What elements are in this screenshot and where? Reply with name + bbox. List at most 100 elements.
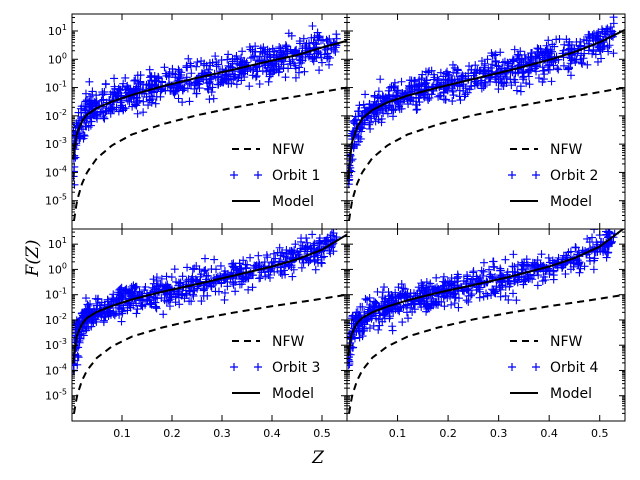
- orbit-point: [385, 83, 394, 92]
- orbit-point: [189, 286, 198, 295]
- orbit-point: [233, 266, 242, 275]
- orbit-point: [580, 262, 589, 271]
- orbit-point: [549, 275, 558, 284]
- x-tick-label: 0.2: [163, 427, 181, 440]
- orbit-point: [288, 272, 297, 281]
- orbit-point: [596, 32, 605, 41]
- legend-orbit-label: Orbit 2: [550, 168, 598, 184]
- orbit-point: [452, 69, 461, 78]
- x-tick-label: 0.1: [113, 427, 131, 440]
- orbit-point: [385, 312, 394, 321]
- orbit-point: [545, 60, 554, 69]
- orbit-point: [145, 96, 154, 105]
- orbit-point: [152, 273, 161, 282]
- model-curve: [347, 229, 625, 356]
- orbit-point: [560, 40, 569, 49]
- orbit-point: [409, 289, 418, 298]
- orbit-point: [125, 97, 134, 106]
- orbit-point: [544, 253, 553, 262]
- orbit-point: [223, 282, 232, 291]
- orbit-point: [546, 258, 555, 267]
- orbit-point: [100, 87, 109, 96]
- orbit-point: [207, 282, 216, 291]
- orbit-point: [406, 303, 415, 312]
- orbit-point: [97, 96, 106, 105]
- legend-orbit-label: Orbit 4: [550, 360, 598, 376]
- orbit-point: [159, 310, 168, 319]
- orbit-point: [315, 32, 324, 41]
- y-tick-label: 10-3: [45, 337, 67, 352]
- orbit-point: [139, 108, 148, 117]
- orbit-point: [192, 78, 201, 87]
- orbit-point: [113, 91, 122, 100]
- orbit-point: [477, 84, 486, 93]
- orbit-point: [325, 60, 334, 69]
- orbit-point: [506, 279, 515, 288]
- orbit-point: [349, 343, 358, 352]
- orbit-point: [72, 153, 80, 162]
- orbit-point: [312, 53, 321, 62]
- orbit-point: [238, 47, 247, 56]
- orbit-point: [593, 57, 602, 66]
- orbit-point: [87, 117, 96, 126]
- orbit-point: [453, 272, 462, 281]
- orbit-point: [279, 60, 288, 69]
- orbit-point: [422, 278, 431, 287]
- orbit-point: [449, 289, 458, 298]
- orbit-point: [524, 261, 533, 270]
- orbit-point: [417, 74, 426, 83]
- orbit-point: [528, 49, 537, 58]
- orbit-point: [77, 329, 86, 338]
- orbit-point: [178, 98, 187, 107]
- orbit-point: [564, 248, 573, 257]
- orbit-point: [185, 97, 194, 106]
- orbit-point: [590, 254, 599, 263]
- legend-orbit-swatch: [532, 363, 540, 371]
- orbit-point: [525, 80, 534, 89]
- orbit-point: [315, 238, 324, 247]
- orbit-point: [533, 256, 542, 265]
- legend-nfw-label: NFW: [272, 142, 305, 158]
- orbit-point: [574, 259, 583, 268]
- orbit-point: [193, 58, 202, 67]
- orbit-point: [399, 302, 408, 311]
- legend-orbit-swatch: [508, 363, 516, 371]
- orbit-point: [262, 251, 271, 260]
- orbit-point: [388, 322, 397, 331]
- legend: NFW Orbit 1 Model: [230, 142, 320, 210]
- y-tick-label: 10-5: [45, 193, 67, 208]
- orbit-point: [576, 264, 585, 273]
- orbit-point: [552, 35, 561, 44]
- orbit-point: [481, 81, 490, 90]
- legend-orbit-swatch: [254, 363, 262, 371]
- orbit-point: [518, 69, 527, 78]
- orbit-point: [534, 73, 543, 82]
- orbit-point: [102, 106, 111, 115]
- orbit-point: [187, 69, 196, 78]
- orbit-point: [230, 72, 239, 81]
- orbit-point: [397, 294, 406, 303]
- orbit-point: [328, 231, 337, 240]
- orbit-point: [543, 61, 552, 70]
- orbit-point: [483, 291, 492, 300]
- legend-model-label: Model: [550, 386, 592, 402]
- orbit-point: [434, 92, 443, 101]
- orbit-point: [307, 33, 316, 42]
- orbit-point: [247, 54, 256, 63]
- orbit-point: [250, 52, 259, 61]
- orbit-point: [239, 275, 248, 284]
- orbit-point: [361, 90, 370, 99]
- orbit-point: [121, 73, 130, 82]
- orbit-point: [515, 54, 524, 63]
- orbit-point: [182, 276, 191, 285]
- orbit-point: [455, 82, 464, 91]
- orbit-point: [492, 282, 501, 291]
- orbit-point: [365, 100, 374, 109]
- panel-1-plot-area: [72, 21, 347, 221]
- orbit-point: [183, 84, 192, 93]
- orbit-point: [301, 53, 310, 62]
- orbit-point: [498, 79, 507, 88]
- orbit-point: [516, 47, 525, 56]
- orbit-point: [317, 53, 326, 62]
- orbit-point: [522, 79, 531, 88]
